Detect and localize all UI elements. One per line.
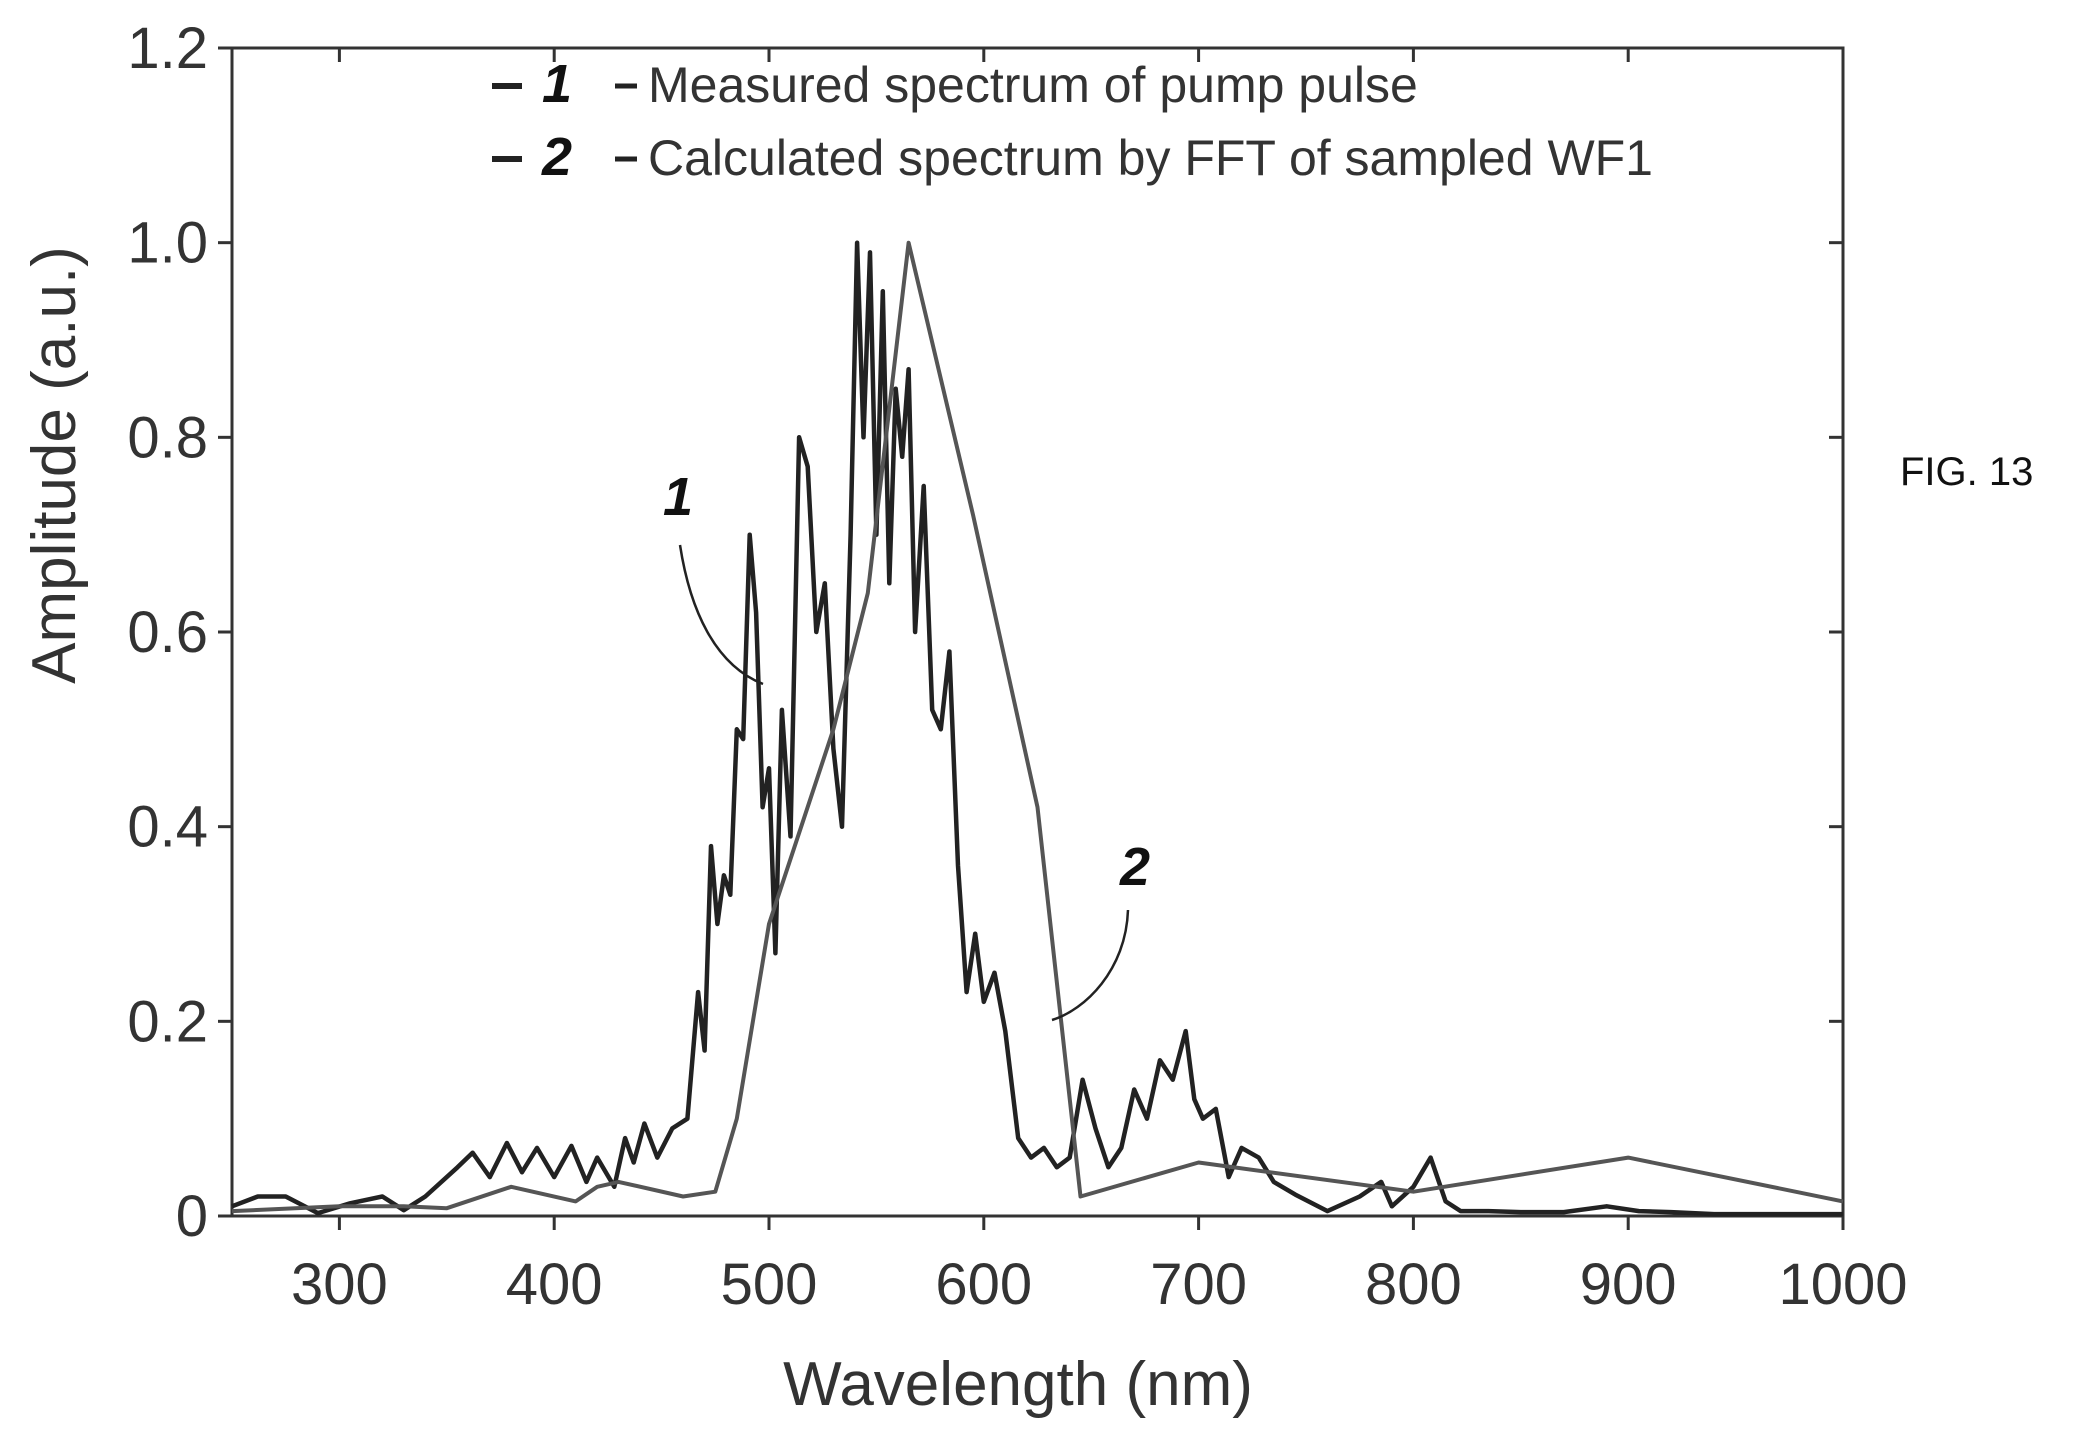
series-line-1 [231,240,1843,1217]
plot-frame [230,46,1845,1218]
x-tick-label: 700 [1150,1252,1247,1317]
legend-marker: 2 [541,127,572,187]
legend-label: Calculated spectrum by FFT of sampled WF… [648,130,1653,186]
y-tick-label: 0.6 [127,600,208,665]
figure-label: FIG. 13 [1900,450,2034,494]
callout-leader [678,544,764,686]
callout-leader [1051,909,1130,1022]
y-axis-title: Amplitude (a.u.) [20,246,89,684]
y-tick-label: 0.8 [127,405,208,470]
legend-marker: 1 [542,54,572,114]
callout-label: 2 [1119,837,1150,897]
legend: 1 Measured spectrum of pump pulse 2 Calcula… [492,54,1653,187]
callouts: 12 [663,467,1150,1022]
x-tick-label: 800 [1365,1252,1462,1317]
x-tick-label: 900 [1580,1252,1677,1317]
plot-axes: 300 400 500 600 700 800 900 1000 0 0.2 0.4 0.6 0.8 1.… [127,16,1907,1317]
series-layer [231,240,1844,1217]
x-axis-title: Wavelength (nm) [783,1350,1253,1419]
y-tick-label: 1.0 [127,211,208,276]
y-tick-label: 0 [176,1184,208,1249]
y-tick-label: 1.2 [127,16,208,81]
y-tick-label: 0.4 [127,795,208,860]
x-tick-label: 1000 [1778,1252,1907,1317]
x-tick-label: 500 [721,1252,818,1317]
x-tick-label: 300 [291,1252,388,1317]
x-tick-label: 600 [935,1252,1032,1317]
legend-label: Measured spectrum of pump pulse [648,57,1418,113]
series-line-2 [231,240,1844,1214]
y-tick-label: 0.2 [127,989,208,1054]
x-tick-label: 400 [506,1252,603,1317]
callout-label: 1 [663,467,693,527]
